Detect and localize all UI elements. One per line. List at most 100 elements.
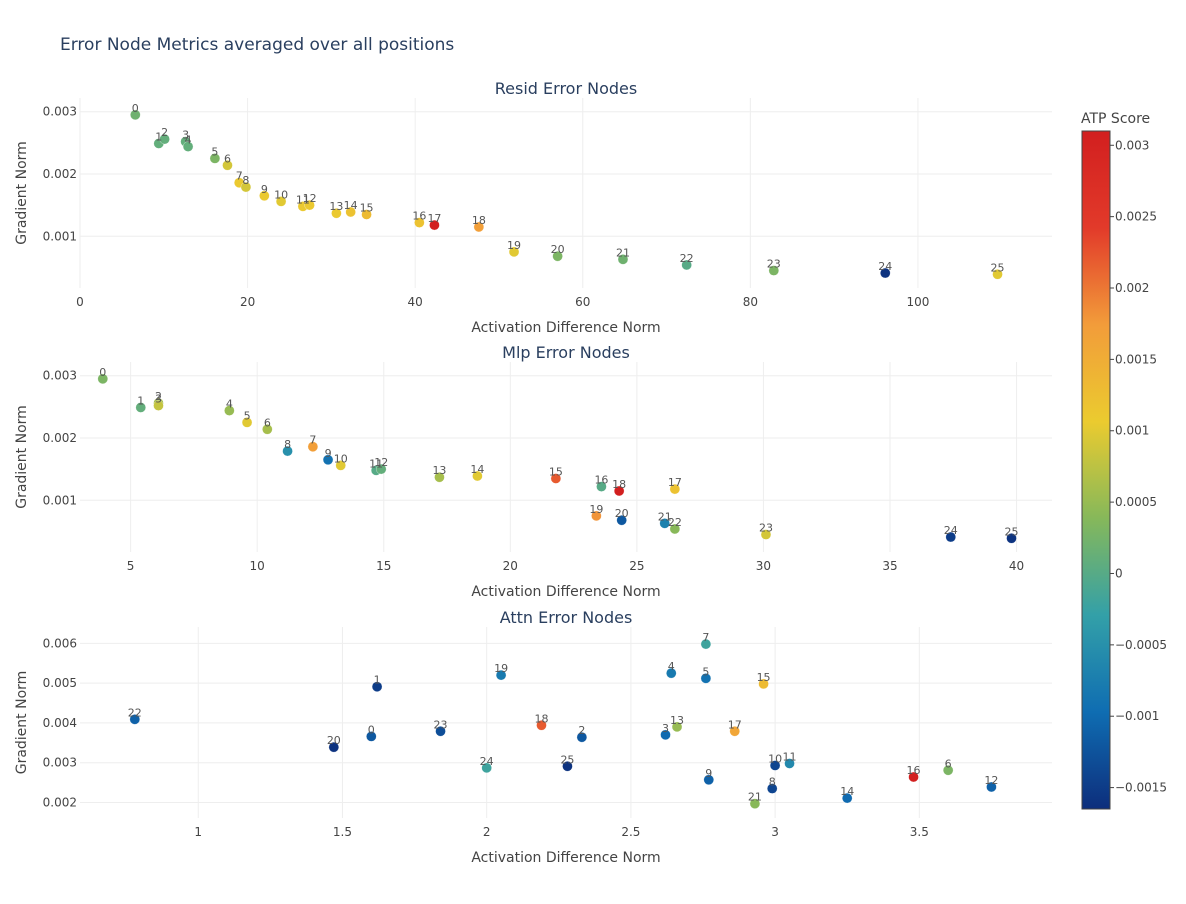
data-point[interactable] <box>182 141 194 152</box>
data-point[interactable] <box>703 774 715 786</box>
data-point-label: 13 <box>432 464 446 477</box>
data-point-label: 23 <box>767 258 781 271</box>
data-point-label: 23 <box>759 522 773 535</box>
data-point-label: 12 <box>303 192 317 205</box>
data-point[interactable] <box>361 209 372 220</box>
data-point[interactable] <box>749 798 761 809</box>
data-point[interactable] <box>596 481 607 492</box>
data-point[interactable] <box>282 445 293 457</box>
data-point[interactable] <box>666 667 677 679</box>
data-point[interactable] <box>135 402 146 413</box>
data-point[interactable] <box>660 729 671 741</box>
x-tick-label: 100 <box>906 295 929 309</box>
data-point[interactable] <box>159 133 170 145</box>
data-point[interactable] <box>880 267 891 279</box>
data-point[interactable] <box>700 673 712 684</box>
data-point[interactable] <box>669 483 681 495</box>
data-point-label: 22 <box>668 516 682 529</box>
data-point[interactable] <box>1006 533 1017 544</box>
data-point[interactable] <box>262 424 273 435</box>
data-point-label: 6 <box>224 152 231 165</box>
data-point-label: 20 <box>551 243 565 256</box>
data-point[interactable] <box>841 792 853 804</box>
data-point[interactable] <box>908 771 919 783</box>
data-point[interactable] <box>481 762 492 774</box>
x-tick-label: 30 <box>756 559 771 573</box>
data-point[interactable] <box>617 254 629 265</box>
data-point[interactable] <box>671 721 683 733</box>
data-point[interactable] <box>307 441 319 452</box>
data-point[interactable] <box>495 669 507 681</box>
data-point-label: 8 <box>242 174 249 187</box>
data-point[interactable] <box>784 758 795 769</box>
colorbar-tick-label: 0.0025 <box>1115 210 1157 224</box>
data-point[interactable] <box>331 207 342 219</box>
data-point[interactable] <box>942 765 954 776</box>
data-point[interactable] <box>240 181 252 193</box>
data-point[interactable] <box>700 638 712 650</box>
data-point[interactable] <box>992 269 1003 280</box>
data-point[interactable] <box>97 373 109 385</box>
data-point-label: 24 <box>878 260 892 273</box>
data-point[interactable] <box>591 510 602 522</box>
data-point[interactable] <box>429 219 440 231</box>
data-point[interactable] <box>222 160 233 171</box>
data-point[interactable] <box>768 265 780 276</box>
data-point[interactable] <box>729 726 740 737</box>
data-point-label: 17 <box>668 476 682 489</box>
data-point[interactable] <box>328 741 340 753</box>
data-point[interactable] <box>322 454 334 466</box>
y-axis-title: Gradient Norm <box>14 405 30 509</box>
data-point[interactable] <box>760 529 772 540</box>
data-point[interactable] <box>209 153 221 164</box>
data-point-label: 21 <box>616 246 630 259</box>
data-point[interactable] <box>769 760 781 771</box>
data-point-label: 15 <box>757 671 771 684</box>
data-point[interactable] <box>681 259 692 271</box>
data-point[interactable] <box>945 531 956 543</box>
data-point[interactable] <box>304 199 315 211</box>
data-point[interactable] <box>130 109 141 121</box>
data-point[interactable] <box>616 514 627 526</box>
data-point[interactable] <box>435 726 446 737</box>
data-point-label: 12 <box>984 774 998 787</box>
y-tick-label: 0.001 <box>43 229 77 243</box>
data-point-label: 16 <box>907 764 921 777</box>
data-point[interactable] <box>766 783 778 794</box>
data-point[interactable] <box>129 714 141 725</box>
data-point[interactable] <box>472 470 483 482</box>
data-point[interactable] <box>550 473 562 484</box>
data-point[interactable] <box>669 523 681 535</box>
data-point[interactable] <box>508 246 520 258</box>
data-point[interactable] <box>552 250 563 262</box>
data-point[interactable] <box>375 463 387 475</box>
y-tick-label: 0.002 <box>43 167 77 181</box>
x-tick-label: 40 <box>1009 559 1024 573</box>
data-point-label: 16 <box>412 210 426 223</box>
data-point[interactable] <box>473 221 485 233</box>
data-point[interactable] <box>576 731 588 743</box>
data-point[interactable] <box>986 781 997 793</box>
data-point[interactable] <box>275 196 287 207</box>
data-point[interactable] <box>345 206 356 218</box>
data-point[interactable] <box>259 190 270 202</box>
data-point[interactable] <box>758 678 769 690</box>
colorbar-tick-label: 0.003 <box>1115 138 1149 152</box>
data-point[interactable] <box>153 400 164 411</box>
x-tick-label: 20 <box>240 295 255 309</box>
data-point[interactable] <box>434 471 445 483</box>
data-point[interactable] <box>224 405 235 416</box>
data-point-label: 10 <box>334 452 348 465</box>
data-point[interactable] <box>536 720 547 731</box>
data-point-label: 4 <box>185 134 192 147</box>
data-point[interactable] <box>366 731 377 742</box>
data-point-label: 5 <box>702 665 709 678</box>
data-point[interactable] <box>414 217 425 228</box>
data-point[interactable] <box>562 761 573 772</box>
data-point[interactable] <box>613 485 625 497</box>
data-point[interactable] <box>241 417 253 428</box>
data-point[interactable] <box>371 681 383 692</box>
data-point[interactable] <box>659 518 670 529</box>
data-point[interactable] <box>335 460 346 471</box>
